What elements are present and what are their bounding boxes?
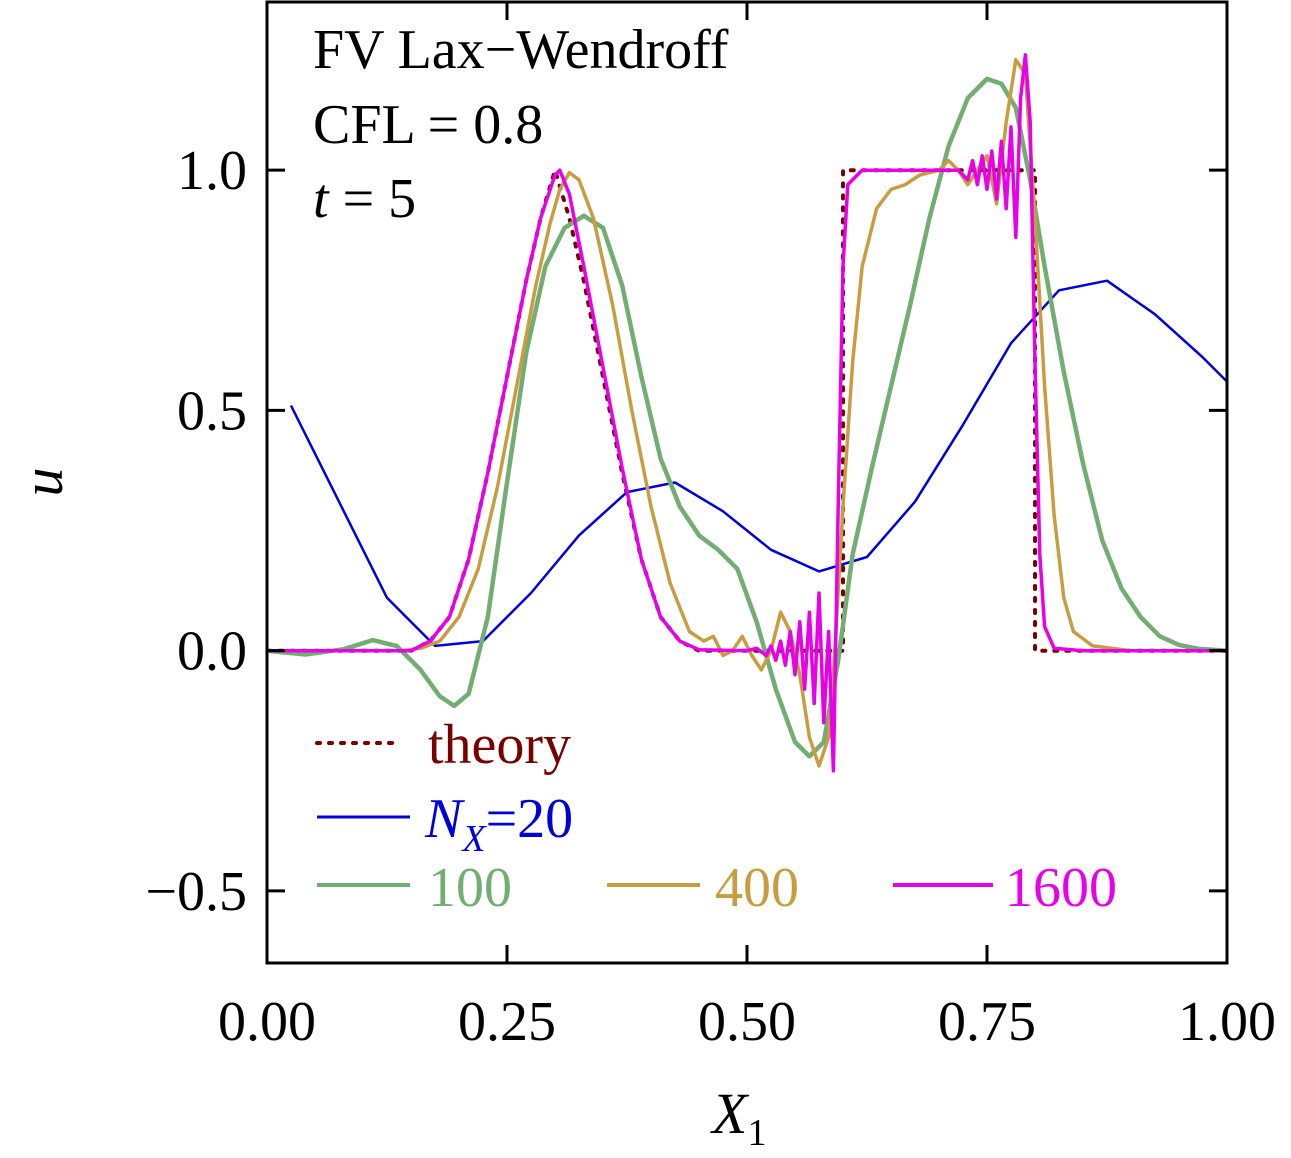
ticks-layer: 0.00 0.25 0.50 0.75 1.00 −0.5 0.0 0.5 1.0: [145, 2, 1276, 1053]
series-layer: [267, 53, 1227, 773]
annotation-cfl: CFL = 0.8: [313, 94, 543, 156]
annotation-time-symbol: t: [313, 168, 330, 230]
x-tick-label: 0.75: [938, 991, 1036, 1053]
legend-n-equals: =: [486, 788, 518, 850]
series-line-20: [289, 279, 1227, 648]
x-tick-label: 0.50: [698, 991, 796, 1053]
legend: theory NX=20 100 400 1600: [315, 714, 1117, 919]
x-tick-label: 1.00: [1178, 991, 1276, 1053]
y-tick-label: −0.5: [145, 861, 247, 923]
annotation-time-value: = 5: [343, 168, 417, 230]
x-tick-label: 0.00: [218, 991, 316, 1053]
x-axis-label-symbol: X: [710, 1081, 750, 1146]
y-tick-label: 0.5: [177, 380, 247, 442]
series-line-1600: [267, 53, 1227, 773]
legend-n-symbol: N: [424, 788, 465, 850]
y-tick-label: 1.0: [177, 140, 247, 202]
legend-label-20: NX=20: [424, 788, 573, 860]
annotation-method: FV Lax−Wendroff: [313, 19, 729, 81]
series-line-100: [267, 76, 1227, 759]
legend-label-100: 100: [428, 857, 512, 919]
legend-label-400: 400: [715, 857, 799, 919]
y-tick-label: 0.0: [177, 621, 247, 683]
series-line-theory: [267, 168, 1227, 653]
y-axis-label: u: [10, 468, 75, 497]
x-axis-label-subscript: 1: [747, 1112, 766, 1154]
x-tick-label: 0.25: [458, 991, 556, 1053]
legend-n-subscript: X: [460, 818, 487, 860]
x-axis-label: X1: [710, 1081, 766, 1154]
legend-label-1600: 1600: [1005, 857, 1117, 919]
series-line-400: [267, 57, 1227, 768]
legend-label-theory: theory: [428, 714, 571, 776]
annotation-time: t = 5: [313, 168, 416, 230]
legend-n-value: 20: [517, 788, 573, 850]
